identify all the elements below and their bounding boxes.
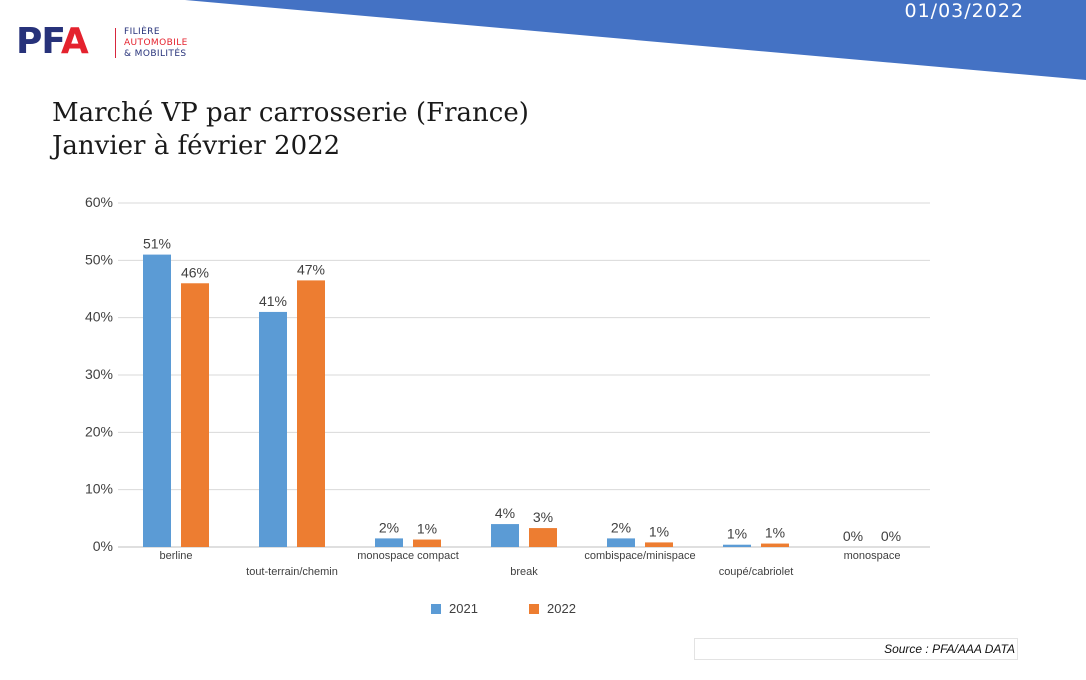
y-tick-label: 50% [85, 251, 113, 267]
y-tick-label: 30% [85, 366, 113, 382]
slide-title-line-2: Janvier à février 2022 [52, 131, 341, 161]
header-date: 01/03/2022 [904, 0, 1024, 22]
bar-2022 [761, 543, 789, 547]
logo-line-1: FILIÈRE [124, 27, 160, 37]
logo-subtitle: FILIÈRE AUTOMOBILE & MOBILITÉS [124, 27, 188, 60]
data-label: 2% [379, 519, 399, 535]
y-tick-label: 20% [85, 423, 113, 439]
bar-2021 [143, 254, 171, 547]
data-label: 46% [181, 264, 209, 280]
legend-label: 2022 [547, 601, 576, 616]
logo-mark-right: A [60, 21, 89, 62]
legend-swatch [529, 604, 539, 614]
bar-2022 [297, 280, 325, 547]
data-label: 41% [259, 293, 287, 309]
y-tick-label: 0% [93, 538, 113, 554]
bar-chart: 0% 10% 20% 30% 40% 50% 60% 51% 46% berline 41% 47% t… [85, 194, 930, 616]
slide-title: Marché VP par carrosserie (France) Janvi… [52, 97, 529, 163]
data-label: 1% [417, 521, 437, 537]
slide-title-line-1: Marché VP par carrosserie (France) [52, 98, 529, 128]
y-tick-label: 40% [85, 309, 113, 325]
data-label: 1% [765, 525, 785, 541]
legend-label: 2021 [449, 601, 478, 616]
bar-2021 [375, 538, 403, 547]
data-label: 2% [611, 519, 631, 535]
data-label: 51% [143, 236, 171, 252]
x-category-label: break [510, 566, 538, 578]
bar-2022 [645, 542, 673, 547]
data-label: 1% [727, 526, 747, 542]
data-label: 3% [533, 509, 553, 525]
x-category-label: monospace [844, 550, 901, 562]
bar-2021 [607, 538, 635, 547]
logo-line-2: AUTOMOBILE [124, 38, 188, 48]
x-category-label: monospace compact [357, 550, 459, 562]
logo-line-3: & MOBILITÉS [124, 49, 187, 59]
y-tick-label: 60% [85, 194, 113, 210]
x-category-label: tout-terrain/chemin [246, 566, 338, 578]
logo-separator [115, 28, 116, 58]
y-tick-label: 10% [85, 481, 113, 497]
logo-mark: PFA [16, 20, 89, 64]
data-label: 0% [843, 528, 863, 544]
bar-2022 [413, 539, 441, 547]
data-label: 1% [649, 523, 669, 539]
source-note: Source : PFA/AAA DATA [694, 638, 1018, 660]
x-category-label: combispace/minispace [584, 550, 695, 562]
legend-swatch [431, 604, 441, 614]
header-banner [185, 0, 1086, 80]
bar-2021 [723, 544, 751, 547]
x-category-label: coupé/cabriolet [719, 566, 794, 578]
data-label: 47% [297, 261, 325, 277]
logo-mark-left: PF [16, 21, 62, 62]
data-label: 4% [495, 505, 515, 521]
bar-2022 [529, 528, 557, 547]
bar-2022 [181, 283, 209, 547]
data-label: 0% [881, 528, 901, 544]
bar-2021 [491, 524, 519, 547]
bar-2021 [259, 311, 287, 547]
x-category-label: berline [159, 550, 192, 562]
